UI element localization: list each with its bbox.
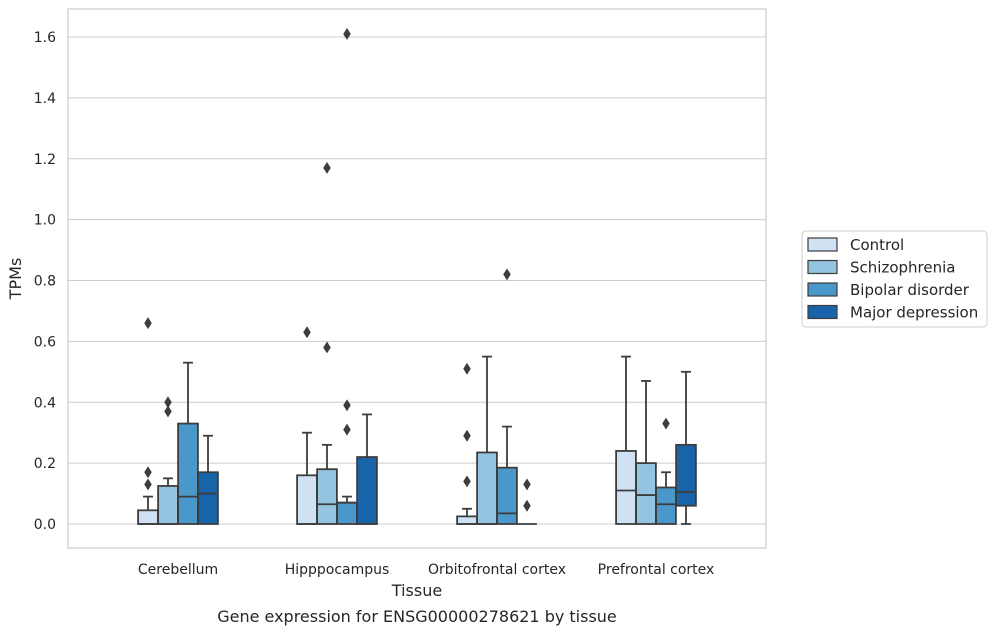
outlier-marker xyxy=(523,499,531,512)
chart-caption: Gene expression for ENSG00000278621 by t… xyxy=(217,607,617,626)
box-2-3 xyxy=(517,478,537,525)
y-axis-title: TPMs xyxy=(6,258,25,301)
legend-swatch xyxy=(807,259,838,275)
outlier-marker xyxy=(144,478,152,491)
legend-label: Control xyxy=(850,236,904,254)
box-body xyxy=(197,471,219,525)
outlier-marker xyxy=(303,326,311,339)
x-tick-label: Prefrontal cortex xyxy=(598,562,715,578)
legend-label: Bipolar disorder xyxy=(850,281,970,299)
legend-swatch xyxy=(807,304,838,320)
box-body xyxy=(356,456,378,525)
box-0-3 xyxy=(197,434,219,525)
x-tick-label: Hipppocampus xyxy=(285,562,390,578)
outlier-marker xyxy=(164,405,172,418)
box-0-0 xyxy=(137,317,159,525)
outlier-marker xyxy=(343,423,351,436)
box-1-0 xyxy=(296,326,318,525)
box-body xyxy=(316,468,338,525)
box-body xyxy=(296,474,318,525)
grid-lines xyxy=(68,36,766,525)
x-tick-label: Cerebellum xyxy=(138,562,218,578)
box-1-1 xyxy=(316,161,338,525)
box-body xyxy=(655,486,677,525)
legend-label: Schizophrenia xyxy=(850,259,955,277)
legend-frame xyxy=(801,230,988,328)
box-2-2 xyxy=(496,268,518,525)
outlier-marker xyxy=(463,429,471,442)
box-0-1 xyxy=(157,396,179,525)
box-3-2 xyxy=(655,417,677,525)
y-tick-label: 1.4 xyxy=(34,91,56,107)
box-body xyxy=(615,450,637,525)
box-2-0 xyxy=(456,362,478,525)
outlier-marker xyxy=(343,399,351,412)
box-series xyxy=(137,27,697,525)
y-tick-label: 1.0 xyxy=(34,213,56,229)
x-axis-title: Tissue xyxy=(391,581,442,600)
box-body xyxy=(675,443,697,507)
outlier-marker xyxy=(144,466,152,479)
box-body xyxy=(476,451,498,525)
outlier-marker xyxy=(662,417,670,430)
outlier-marker xyxy=(463,475,471,488)
box-3-3 xyxy=(675,370,697,525)
outlier-marker xyxy=(503,268,511,281)
outlier-marker xyxy=(523,478,531,491)
box-body xyxy=(336,501,358,525)
y-tick-label: 0.4 xyxy=(34,395,56,411)
box-3-0 xyxy=(615,355,637,525)
plot-frame xyxy=(67,8,767,549)
box-body xyxy=(177,422,199,525)
y-tick-labels: 0.0 0.2 0.4 0.6 0.8 1.0 1.2 1.4 1.6 xyxy=(34,30,56,533)
y-tick-label: 1.6 xyxy=(34,30,56,46)
outlier-marker xyxy=(463,362,471,375)
box-2-1 xyxy=(476,355,498,525)
box-body xyxy=(456,515,478,525)
y-tick-label: 0.6 xyxy=(34,334,56,350)
outlier-marker xyxy=(323,341,331,354)
y-tick-label: 1.2 xyxy=(34,152,56,168)
x-tick-labels: Cerebellum Hipppocampus Orbitofrontal cort… xyxy=(138,562,714,578)
box-3-1 xyxy=(635,380,657,525)
y-tick-label: 0.8 xyxy=(34,274,56,290)
box-1-2 xyxy=(336,27,358,525)
y-tick-label: 0.0 xyxy=(34,517,56,533)
outlier-marker xyxy=(144,317,152,330)
box-body xyxy=(157,485,179,525)
legend-label: Major depression xyxy=(850,304,978,322)
legend-swatch xyxy=(807,282,838,297)
box-body xyxy=(137,509,159,525)
box-body xyxy=(635,462,657,525)
box-1-3 xyxy=(356,413,378,525)
y-tick-label: 0.2 xyxy=(34,456,56,472)
legend: Control Schizophrenia Bipolar disorder Majo… xyxy=(801,230,988,328)
outlier-marker xyxy=(323,161,331,174)
box-body xyxy=(496,466,518,525)
legend-swatch xyxy=(807,237,838,252)
outlier-marker xyxy=(164,396,172,409)
box-0-2 xyxy=(177,361,199,525)
x-tick-label: Orbitofrontal cortex xyxy=(428,562,566,578)
outlier-marker xyxy=(343,27,351,40)
